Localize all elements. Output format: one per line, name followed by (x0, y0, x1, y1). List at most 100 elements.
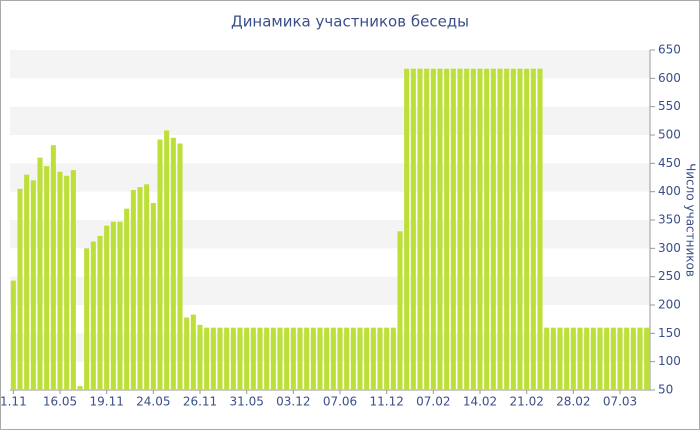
x-tick-label: 21.02 (509, 395, 543, 409)
bar (50, 145, 56, 390)
bar (84, 248, 90, 390)
bar (44, 166, 50, 390)
bar (404, 68, 410, 390)
bar (417, 68, 423, 390)
bar (617, 327, 623, 390)
x-tick-label: 31.05 (229, 395, 263, 409)
bar (277, 327, 283, 390)
chart-title: Динамика участников беседы (231, 13, 469, 31)
grid-band (10, 220, 650, 249)
bar (637, 327, 643, 390)
y-tick-label: 200 (658, 298, 681, 312)
bar (464, 68, 470, 390)
bar (250, 327, 256, 390)
bar (317, 327, 323, 390)
bar (190, 314, 196, 390)
y-tick-label: 650 (658, 43, 681, 57)
bar (77, 386, 83, 390)
x-tick-label: 14.02 (463, 395, 497, 409)
grid-band (10, 163, 650, 192)
bar (204, 327, 210, 390)
bar (490, 68, 496, 390)
bar (284, 327, 290, 390)
bar (390, 327, 396, 390)
bar (497, 68, 503, 390)
bar (157, 139, 163, 390)
y-tick-label: 350 (658, 213, 681, 227)
bar (437, 68, 443, 390)
bar (30, 180, 36, 390)
y-tick-label: 100 (658, 354, 681, 368)
x-tick-label: 07.03 (603, 395, 637, 409)
bar (270, 327, 276, 390)
bar (470, 68, 476, 390)
grid-band (10, 50, 650, 79)
x-tick-label: 03.12 (276, 395, 310, 409)
bar (550, 327, 556, 390)
bar (564, 327, 570, 390)
bar (384, 327, 390, 390)
bar (570, 327, 576, 390)
x-tick-label: 07.06 (323, 395, 357, 409)
bar (197, 324, 203, 390)
bar (337, 327, 343, 390)
y-tick-label: 300 (658, 241, 681, 255)
bar (237, 327, 243, 390)
bar (37, 157, 43, 390)
bar (510, 68, 516, 390)
bar (477, 68, 483, 390)
bar (377, 327, 383, 390)
bar (330, 327, 336, 390)
bar (584, 327, 590, 390)
bar (610, 327, 616, 390)
grid-band (10, 333, 650, 362)
bar (264, 327, 270, 390)
bar (244, 327, 250, 390)
bar (344, 327, 350, 390)
bar (10, 280, 16, 390)
bar (537, 68, 543, 390)
bar (144, 184, 150, 390)
y-tick-label: 150 (658, 326, 681, 340)
bar (350, 327, 356, 390)
bar (150, 203, 156, 390)
bar (210, 327, 216, 390)
bar (557, 327, 563, 390)
bar (357, 327, 363, 390)
x-tick-label: 11.12 (369, 395, 403, 409)
bar (57, 171, 63, 390)
y-tick-label: 450 (658, 156, 681, 170)
bar (630, 327, 636, 390)
bar (184, 317, 190, 390)
x-tick-label: 19.11 (89, 395, 123, 409)
y-tick-label: 50 (658, 383, 673, 397)
y-tick-label: 400 (658, 184, 681, 198)
bar (524, 68, 530, 390)
bar (224, 327, 230, 390)
bar (530, 68, 536, 390)
bar (604, 327, 610, 390)
x-tick-label: 07.02 (416, 395, 450, 409)
bar (310, 327, 316, 390)
bar (397, 231, 403, 390)
bar (324, 327, 330, 390)
bar (164, 130, 170, 390)
bar (410, 68, 416, 390)
bar (230, 327, 236, 390)
bar (117, 221, 123, 390)
bar (430, 68, 436, 390)
bar (24, 174, 30, 390)
bar (177, 143, 183, 390)
bar (644, 327, 650, 390)
x-tick-label: 28.02 (556, 395, 590, 409)
x-tick-label: 1.11 (0, 395, 27, 409)
bar (97, 235, 103, 390)
x-tick-label: 26.11 (183, 395, 217, 409)
x-tick-label: 16.05 (43, 395, 77, 409)
bar (517, 68, 523, 390)
bar (484, 68, 490, 390)
bar (17, 188, 23, 390)
y-tick-label: 600 (658, 71, 681, 85)
bar (370, 327, 376, 390)
